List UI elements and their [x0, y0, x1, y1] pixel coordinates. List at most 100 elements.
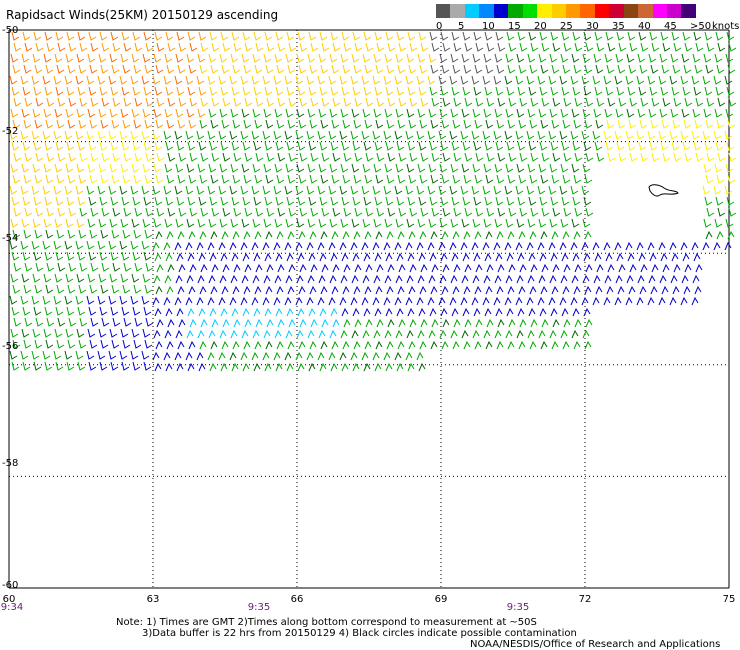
wind-barb: [152, 130, 161, 140]
wind-barb: [384, 218, 393, 228]
wind-barb: [186, 329, 194, 339]
wind-barb: [298, 285, 306, 295]
wind-barb: [222, 318, 230, 328]
wind-barb: [650, 119, 659, 129]
wind-barb: [252, 329, 260, 339]
wind-barb: [680, 75, 689, 85]
wind-barb: [515, 130, 524, 140]
wind-barb: [321, 263, 329, 273]
wind-barb: [44, 361, 53, 371]
wind-barb: [428, 218, 437, 228]
wind-barb: [482, 185, 491, 195]
wind-barb: [307, 218, 316, 228]
wind-barb: [439, 329, 447, 339]
wind-barb: [132, 361, 141, 371]
wind-barb: [295, 130, 304, 140]
wind-barb: [222, 263, 230, 273]
wind-barb: [319, 307, 327, 317]
wind-barb: [592, 296, 600, 306]
wind-barb: [254, 64, 263, 74]
wind-barb: [145, 42, 154, 52]
wind-barb: [66, 361, 75, 371]
wind-barb: [372, 351, 380, 361]
wind-barb: [288, 263, 296, 273]
wind-barb: [122, 284, 131, 294]
wind-barb: [673, 42, 682, 52]
wind-barb: [178, 152, 187, 162]
wind-barb: [560, 108, 569, 118]
wind-barb: [639, 119, 648, 129]
wind-barb: [144, 229, 153, 239]
wind-barb: [99, 31, 108, 41]
wind-barb: [451, 252, 459, 262]
wind-barb: [296, 53, 305, 63]
wind-barb: [386, 340, 394, 350]
wind-barb: [539, 196, 548, 206]
wind-barb: [262, 296, 270, 306]
wind-barb: [199, 285, 207, 295]
wind-barb: [374, 307, 382, 317]
wind-barb: [671, 252, 679, 262]
wind-barb: [351, 108, 360, 118]
wind-barb: [318, 329, 326, 339]
wind-barb: [134, 317, 143, 327]
wind-barb: [572, 196, 581, 206]
wind-barb: [133, 64, 142, 74]
wind-barb: [605, 252, 613, 262]
wind-barb: [143, 86, 152, 96]
wind-barb: [243, 230, 251, 240]
wind-barb: [695, 97, 704, 107]
wind-barb: [86, 185, 95, 195]
wind-barb: [362, 53, 371, 63]
wind-barb: [67, 339, 76, 349]
wind-barb: [22, 196, 31, 206]
wind-barb: [604, 108, 613, 118]
wind-barb: [219, 274, 227, 284]
wind-barb: [297, 362, 305, 372]
wind-barb: [496, 340, 504, 350]
wind-barb: [164, 218, 173, 228]
wind-barb: [539, 31, 548, 41]
wind-barb: [636, 130, 645, 140]
wind-barb: [123, 97, 132, 107]
wind-barb: [639, 64, 648, 74]
wind-barb: [342, 340, 350, 350]
wind-barb: [296, 329, 304, 339]
wind-barb: [276, 119, 285, 129]
wind-barb: [155, 285, 163, 295]
wind-barb: [31, 350, 40, 360]
wind-barb: [20, 240, 29, 250]
wind-barb: [97, 130, 106, 140]
wind-barb: [78, 64, 87, 74]
wind-barb: [526, 130, 535, 140]
wind-barb: [651, 263, 659, 273]
wind-barb: [211, 263, 219, 273]
wind-barb: [494, 108, 503, 118]
legend-swatch: [623, 4, 639, 18]
wind-barb: [199, 340, 207, 350]
wind-barb: [724, 185, 733, 195]
wind-barb: [232, 340, 240, 350]
wind-barb: [77, 86, 86, 96]
note-line-3: NOAA/NESDIS/Office of Research and Appli…: [470, 639, 721, 650]
wind-barb: [449, 185, 458, 195]
wind-barb: [167, 318, 175, 328]
wind-barb: [306, 351, 314, 361]
wind-barb: [299, 263, 307, 273]
wind-barb: [705, 230, 713, 240]
wind-barb: [220, 86, 229, 96]
wind-barb: [463, 64, 472, 74]
wind-barb: [188, 64, 197, 74]
wind-barb: [66, 306, 75, 316]
wind-barb: [638, 31, 647, 41]
wind-barb: [243, 119, 252, 129]
wind-barb: [43, 163, 52, 173]
wind-barb: [585, 42, 594, 52]
wind-barb: [504, 296, 512, 306]
wind-barb: [396, 31, 405, 41]
wind-barb: [472, 163, 481, 173]
wind-barb: [76, 273, 85, 283]
wind-barb: [440, 141, 449, 151]
wind-barb: [64, 185, 73, 195]
wind-barb: [220, 252, 228, 262]
